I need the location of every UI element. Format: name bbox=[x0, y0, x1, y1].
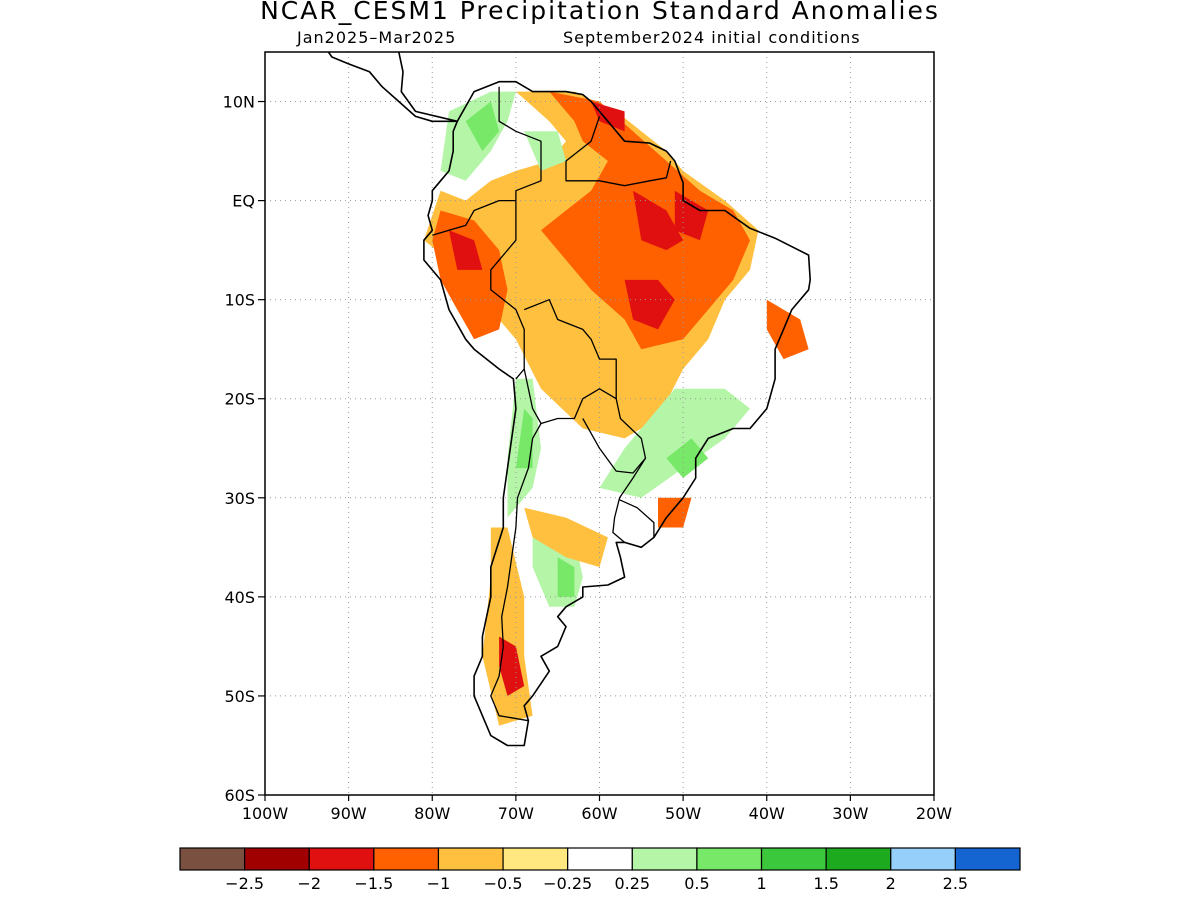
colorbar-swatch bbox=[890, 847, 956, 871]
colorbar-label: 0.5 bbox=[684, 874, 709, 893]
anomaly-patch-9 bbox=[465, 101, 500, 152]
anomaly-fields bbox=[423, 91, 809, 726]
colorbar-swatch bbox=[308, 847, 375, 871]
anomaly-patch-13 bbox=[666, 438, 709, 478]
anomaly-patch-4 bbox=[624, 279, 675, 330]
colorbar-label: −2.5 bbox=[225, 874, 264, 893]
anomaly-patch-7 bbox=[449, 230, 483, 270]
coastlines-and-borders bbox=[327, 52, 812, 747]
colorbar-swatch bbox=[631, 847, 698, 871]
border-colombia-venezuela-brazil bbox=[498, 86, 542, 201]
initial-conditions: September2024 initial conditions bbox=[563, 28, 861, 47]
anomaly-patch-15 bbox=[515, 408, 533, 469]
lat-label: 10N bbox=[223, 93, 255, 112]
lat-label: 20S bbox=[224, 390, 255, 409]
colorbar-label: −1 bbox=[427, 874, 451, 893]
anomaly-patch-2 bbox=[432, 210, 508, 340]
lat-label: 40S bbox=[224, 588, 255, 607]
lon-label: 30W bbox=[832, 804, 868, 823]
colorbar-label: −0.5 bbox=[484, 874, 523, 893]
anomaly-patch-10 bbox=[524, 131, 566, 171]
colorbar-swatch bbox=[437, 847, 504, 871]
colorbar-swatch bbox=[954, 847, 1021, 871]
colorbar-label: 1.5 bbox=[813, 874, 838, 893]
colorbar-label: 1 bbox=[756, 874, 766, 893]
anomaly-patch-11 bbox=[766, 299, 809, 360]
lon-label: 70W bbox=[498, 804, 534, 823]
lat-label: 50S bbox=[224, 687, 255, 706]
border-chile-argentina bbox=[490, 423, 542, 722]
coastline-central-america bbox=[327, 52, 459, 123]
border-peru-ecuador-colombia bbox=[432, 199, 525, 380]
colorbar-swatch bbox=[825, 847, 892, 871]
colorbar-label: 2.5 bbox=[943, 874, 968, 893]
colorbar-label: −0.25 bbox=[543, 874, 592, 893]
anomaly-patch-6 bbox=[591, 101, 625, 132]
colorbar-swatch bbox=[760, 847, 827, 871]
lat-label: 10S bbox=[224, 291, 255, 310]
lat-label: EQ bbox=[232, 192, 255, 211]
forecast-period: Jan2025–Mar2025 bbox=[297, 28, 457, 47]
anomaly-patch-3 bbox=[633, 190, 684, 251]
colorbar-label: −2 bbox=[297, 874, 321, 893]
anomaly-patch-17 bbox=[557, 557, 575, 597]
colorbar-label: 2 bbox=[886, 874, 896, 893]
border-argentina-uruguay-brazil bbox=[612, 457, 647, 543]
colorbar-label: 0.25 bbox=[614, 874, 650, 893]
colorbar-label: −1.5 bbox=[354, 874, 393, 893]
anomaly-patch-18 bbox=[524, 507, 608, 568]
colorbar-swatch bbox=[373, 847, 440, 871]
map-title: NCAR_CESM1 Precipitation Standard Anomal… bbox=[260, 0, 940, 25]
lon-label: 40W bbox=[749, 804, 785, 823]
anomaly-patch-21 bbox=[499, 636, 525, 696]
colorbar-swatch bbox=[244, 847, 310, 871]
lon-label: 60W bbox=[581, 804, 617, 823]
border-venezuela-guyana-brazil bbox=[565, 116, 672, 187]
lon-label: 50W bbox=[665, 804, 701, 823]
border-bolivia-paraguay-argentina bbox=[523, 368, 647, 474]
lon-label: 100W bbox=[242, 804, 289, 823]
lon-label: 90W bbox=[331, 804, 367, 823]
lat-label: 30S bbox=[224, 489, 255, 508]
colorbar-swatch bbox=[567, 847, 633, 871]
lat-label: 60S bbox=[224, 786, 255, 805]
colorbar-swatch bbox=[696, 847, 763, 871]
anomaly-patch-19 bbox=[658, 497, 692, 528]
colorbar-swatch bbox=[502, 847, 569, 871]
lon-label: 80W bbox=[414, 804, 450, 823]
color-scale-bar: −2.5 −2 −1.5 −1 −0.5 −0.25 0.25 0.5 1 1.5 2 2.5 bbox=[179, 847, 1021, 893]
colorbar-swatch bbox=[179, 847, 246, 871]
coastline-south-america bbox=[423, 80, 812, 747]
lon-label: 20W bbox=[916, 804, 952, 823]
border-bolivia-brazil bbox=[523, 299, 617, 399]
border-uruguay-brazil bbox=[619, 499, 655, 538]
